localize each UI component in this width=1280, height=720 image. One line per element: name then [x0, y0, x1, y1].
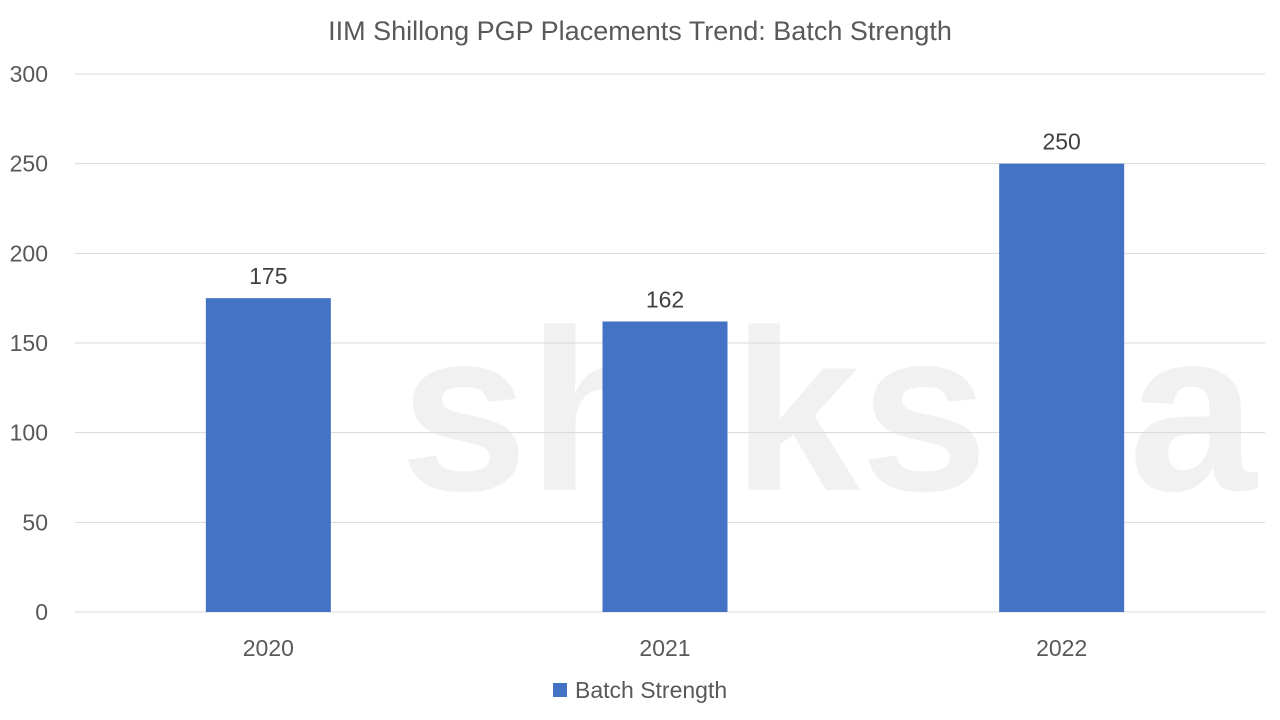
bar-2022	[999, 163, 1125, 612]
x-tick-label: 2022	[1036, 635, 1087, 661]
legend: Batch Strength	[553, 677, 727, 703]
bar-2021	[602, 321, 728, 612]
legend-swatch	[553, 683, 567, 697]
y-tick-label: 100	[10, 420, 48, 446]
y-tick-label: 50	[22, 509, 48, 535]
y-tick-label: 0	[35, 599, 48, 625]
watermark-logo: shiksha	[400, 282, 1259, 539]
data-label: 175	[249, 263, 287, 289]
bar-2020	[205, 298, 331, 612]
x-tick-label: 2021	[639, 635, 690, 661]
legend-label: Batch Strength	[575, 677, 727, 703]
y-tick-label: 300	[10, 61, 48, 87]
y-tick-label: 200	[10, 240, 48, 266]
data-label: 162	[646, 286, 684, 312]
y-tick-label: 150	[10, 330, 48, 356]
data-label: 250	[1042, 129, 1080, 155]
y-tick-label: 250	[10, 151, 48, 177]
x-tick-label: 2020	[243, 635, 294, 661]
chart-title: IIM Shillong PGP Placements Trend: Batch…	[328, 16, 952, 46]
